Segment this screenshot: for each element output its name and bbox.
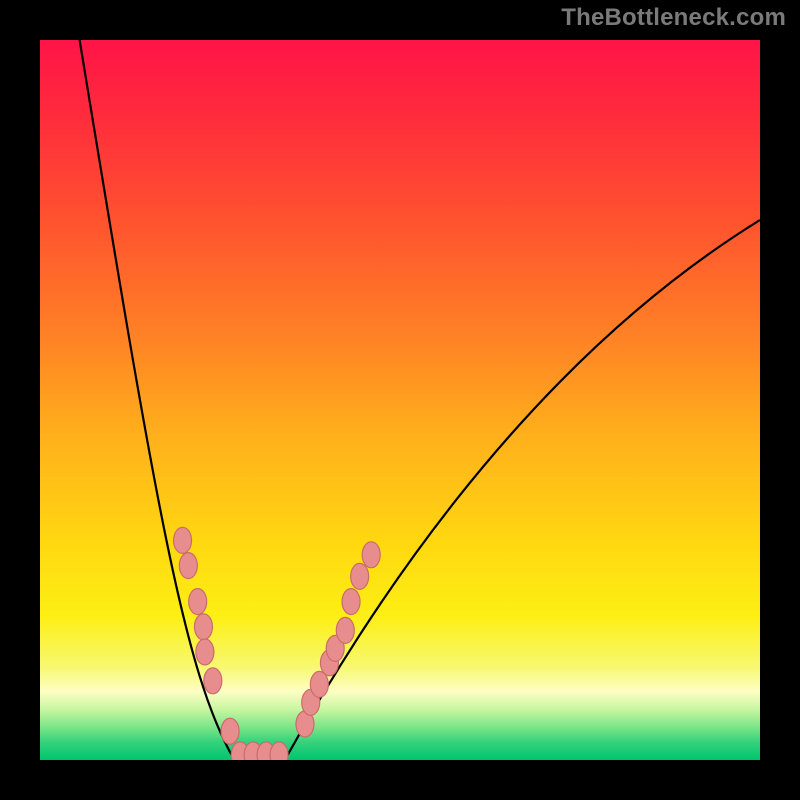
marker — [194, 614, 212, 640]
marker — [189, 589, 207, 615]
marker — [196, 639, 214, 665]
chart-svg — [0, 0, 800, 800]
watermark-text: TheBottleneck.com — [561, 4, 786, 32]
marker — [270, 742, 288, 768]
plot-background — [40, 40, 760, 760]
marker — [336, 617, 354, 643]
marker — [204, 668, 222, 694]
marker — [342, 589, 360, 615]
marker — [174, 527, 192, 553]
marker — [351, 563, 369, 589]
marker — [221, 718, 239, 744]
chart-root: TheBottleneck.com — [0, 0, 800, 800]
marker — [179, 553, 197, 579]
marker — [362, 542, 380, 568]
